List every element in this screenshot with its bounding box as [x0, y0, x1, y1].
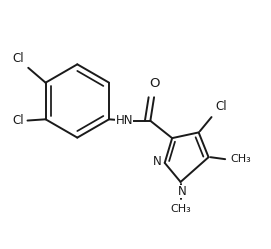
Text: HN: HN — [116, 114, 133, 127]
Text: Cl: Cl — [12, 114, 24, 127]
Text: N: N — [153, 155, 162, 168]
Text: Cl: Cl — [215, 100, 227, 113]
Text: O: O — [149, 77, 160, 90]
Text: CH₃: CH₃ — [170, 204, 191, 214]
Text: Cl: Cl — [12, 52, 24, 64]
Text: N: N — [178, 185, 186, 198]
Text: CH₃: CH₃ — [230, 154, 251, 164]
